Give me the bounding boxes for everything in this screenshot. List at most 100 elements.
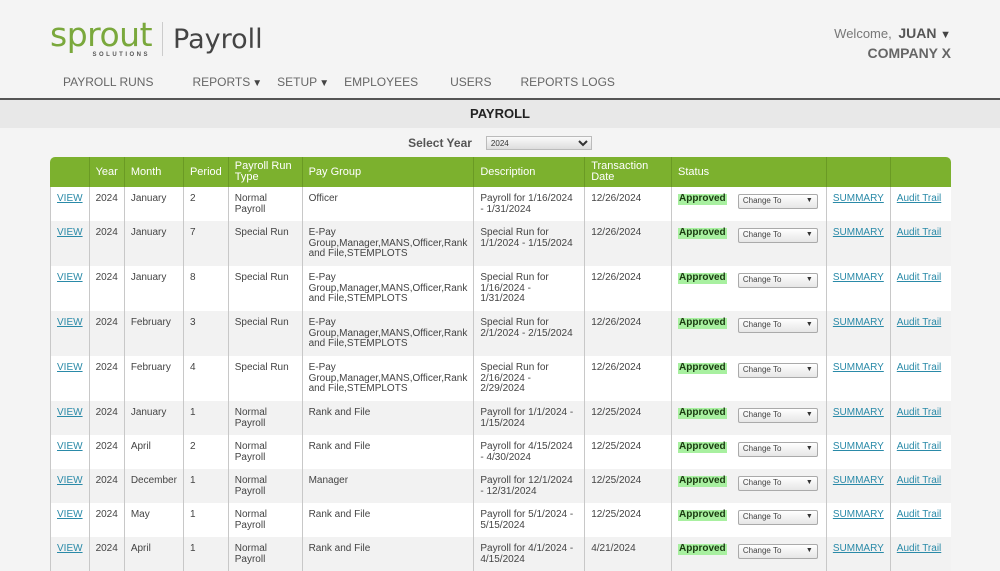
- change-to-select[interactable]: Change To ▼: [737, 442, 818, 457]
- pay-group-cell: Rank and File: [302, 537, 475, 571]
- status-badge: Approved: [678, 317, 727, 329]
- audit-cell: Audit Trail: [890, 187, 951, 221]
- change-to-select[interactable]: Change To ▼: [737, 408, 818, 423]
- caret-down-icon[interactable]: ▼: [940, 29, 951, 41]
- change-to-select[interactable]: Change To ▼: [737, 476, 818, 491]
- change-to-select[interactable]: Change To ▼: [737, 194, 818, 209]
- month-cell: January: [124, 221, 184, 266]
- description-cell: Payroll for 4/15/2024 - 4/30/2024: [474, 435, 586, 469]
- month-cell: January: [124, 401, 184, 435]
- summary-cell: SUMMARY: [826, 537, 891, 571]
- nav-employees[interactable]: EMPLOYEES: [344, 75, 419, 89]
- col-header-year[interactable]: Year: [89, 157, 125, 187]
- summary-link[interactable]: SUMMARY: [832, 543, 884, 554]
- status-cell: Approved Change To ▼: [672, 187, 827, 221]
- view-link[interactable]: VIEW: [57, 407, 83, 418]
- audit-trail-link[interactable]: Audit Trail: [896, 317, 942, 328]
- nav-payroll-runs[interactable]: PAYROLL RUNS: [63, 75, 154, 89]
- audit-trail-link[interactable]: Audit Trail: [896, 441, 942, 452]
- run-type-cell: Special Run: [228, 311, 303, 356]
- col-header-audit: [890, 157, 951, 187]
- summary-link[interactable]: SUMMARY: [832, 227, 884, 238]
- view-link[interactable]: VIEW: [57, 509, 83, 520]
- change-to-select[interactable]: Change To ▼: [737, 510, 818, 525]
- audit-trail-link[interactable]: Audit Trail: [896, 407, 942, 418]
- summary-link[interactable]: SUMMARY: [832, 509, 884, 520]
- run-type-cell: Special Run: [228, 356, 303, 401]
- view-cell: VIEW: [50, 221, 90, 266]
- nav-users[interactable]: USERS: [450, 75, 492, 89]
- year-cell: 2024: [89, 435, 125, 469]
- nav-reports[interactable]: REPORTS ▼: [192, 75, 262, 89]
- view-link[interactable]: VIEW: [57, 475, 83, 486]
- year-cell: 2024: [89, 503, 125, 537]
- period-cell: 3: [183, 311, 229, 356]
- col-header-period[interactable]: Period: [183, 157, 229, 187]
- logo[interactable]: sprout SOLUTIONS Payroll: [50, 18, 263, 58]
- table-row: VIEW 2024 January 7 Special Run E-Pay Group,M…: [50, 221, 951, 266]
- summary-link[interactable]: SUMMARY: [832, 317, 884, 328]
- col-header-month[interactable]: Month: [124, 157, 184, 187]
- run-type-cell: Normal Payroll: [228, 401, 303, 435]
- year-cell: 2024: [89, 356, 125, 401]
- col-header-run-type[interactable]: Payroll Run Type: [228, 157, 303, 187]
- col-header-transaction-date[interactable]: Transaction Date: [585, 157, 672, 187]
- col-header-description[interactable]: Description: [474, 157, 586, 187]
- audit-trail-link[interactable]: Audit Trail: [896, 227, 942, 238]
- col-header-status[interactable]: Status: [672, 157, 827, 187]
- caret-down-icon: ▼: [252, 78, 263, 89]
- audit-cell: Audit Trail: [890, 469, 951, 503]
- view-link[interactable]: VIEW: [57, 441, 83, 452]
- transaction-date-cell: 12/25/2024: [585, 469, 672, 503]
- audit-trail-link[interactable]: Audit Trail: [896, 509, 942, 520]
- view-link[interactable]: VIEW: [57, 272, 83, 283]
- audit-trail-link[interactable]: Audit Trail: [896, 193, 942, 204]
- status-cell: Approved Change To ▼: [672, 469, 827, 503]
- audit-cell: Audit Trail: [890, 356, 951, 401]
- nav-setup[interactable]: SETUP ▼: [277, 75, 329, 89]
- change-to-select[interactable]: Change To ▼: [737, 273, 818, 288]
- dropdown-arrow-icon: ▼: [805, 197, 813, 205]
- summary-cell: SUMMARY: [826, 503, 891, 537]
- audit-cell: Audit Trail: [890, 311, 951, 356]
- transaction-date-cell: 12/25/2024: [585, 401, 672, 435]
- transaction-date-cell: 12/26/2024: [585, 356, 672, 401]
- dropdown-arrow-icon: ▼: [805, 513, 813, 521]
- change-to-label: Change To: [742, 546, 782, 556]
- user-menu[interactable]: Welcome, JUAN ▼ COMPANY X: [834, 25, 951, 61]
- audit-cell: Audit Trail: [890, 435, 951, 469]
- summary-link[interactable]: SUMMARY: [832, 193, 884, 204]
- summary-link[interactable]: SUMMARY: [832, 362, 884, 373]
- change-to-label: Change To: [742, 512, 782, 522]
- nav-reports-logs[interactable]: REPORTS LOGS: [520, 75, 615, 89]
- audit-trail-link[interactable]: Audit Trail: [896, 272, 942, 283]
- summary-link[interactable]: SUMMARY: [832, 407, 884, 418]
- view-link[interactable]: VIEW: [57, 227, 83, 238]
- view-link[interactable]: VIEW: [57, 543, 83, 554]
- change-to-select[interactable]: Change To ▼: [737, 228, 818, 243]
- audit-trail-link[interactable]: Audit Trail: [896, 543, 942, 554]
- change-to-select[interactable]: Change To ▼: [737, 544, 818, 559]
- change-to-select[interactable]: Change To ▼: [737, 318, 818, 333]
- summary-link[interactable]: SUMMARY: [832, 441, 884, 452]
- welcome-line[interactable]: Welcome, JUAN ▼: [834, 25, 951, 41]
- status-cell: Approved Change To ▼: [672, 503, 827, 537]
- audit-trail-link[interactable]: Audit Trail: [896, 362, 942, 373]
- view-link[interactable]: VIEW: [57, 193, 83, 204]
- status-badge: Approved: [678, 407, 727, 419]
- year-select[interactable]: 2024: [485, 136, 592, 150]
- summary-link[interactable]: SUMMARY: [832, 475, 884, 486]
- view-link[interactable]: VIEW: [57, 362, 83, 373]
- change-to-label: Change To: [742, 196, 782, 206]
- change-to-select[interactable]: Change To ▼: [737, 363, 818, 378]
- change-to-label: Change To: [742, 410, 782, 420]
- description-cell: Special Run for 2/16/2024 - 2/29/2024: [474, 356, 586, 401]
- view-link[interactable]: VIEW: [57, 317, 83, 328]
- view-cell: VIEW: [50, 435, 90, 469]
- audit-trail-link[interactable]: Audit Trail: [896, 475, 942, 486]
- header-divider: [0, 98, 1000, 100]
- col-header-pay-group[interactable]: Pay Group: [302, 157, 475, 187]
- dropdown-arrow-icon: ▼: [805, 366, 813, 374]
- summary-link[interactable]: SUMMARY: [832, 272, 884, 283]
- status-badge: Approved: [678, 227, 727, 239]
